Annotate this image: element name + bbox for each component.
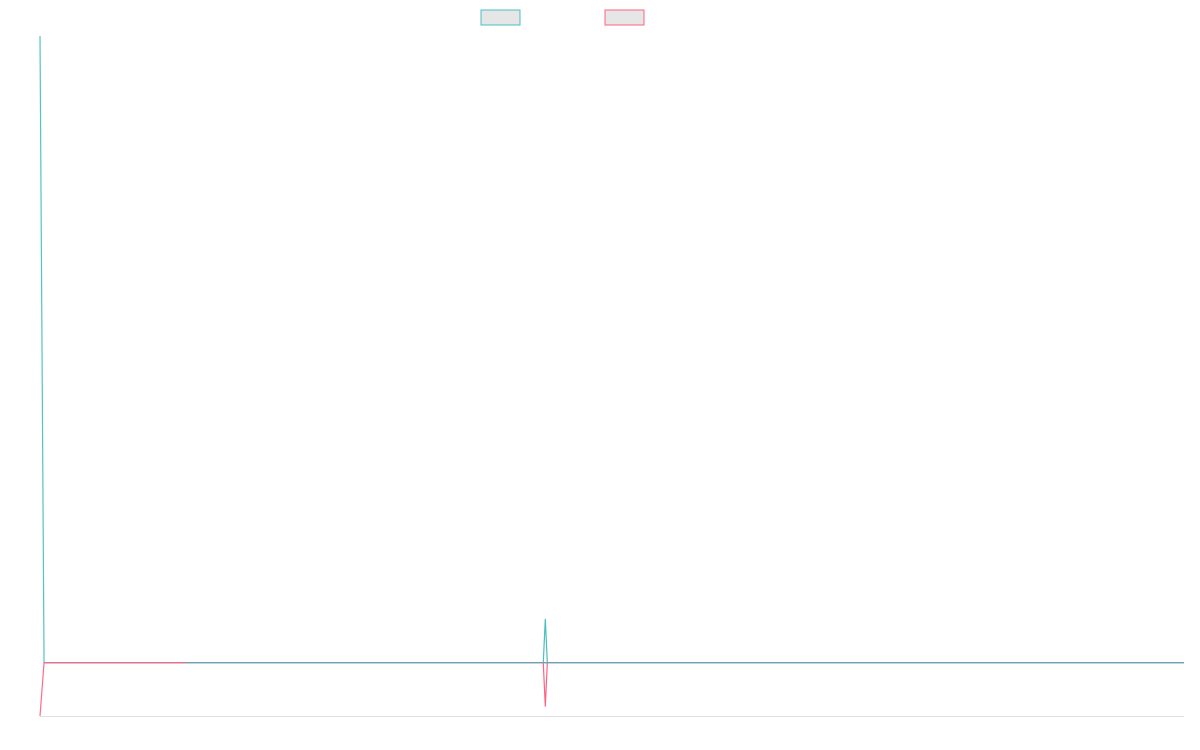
series-layer	[39, 35, 1184, 717]
legend[interactable]	[480, 9, 645, 26]
legend-swatch-series-a[interactable]	[480, 9, 521, 26]
series-a-spike	[542, 618, 548, 663]
series-a-line	[39, 35, 186, 664]
legend-swatch-series-b[interactable]	[604, 9, 645, 26]
series-b-line	[39, 662, 186, 717]
series-b-spike	[542, 662, 548, 707]
